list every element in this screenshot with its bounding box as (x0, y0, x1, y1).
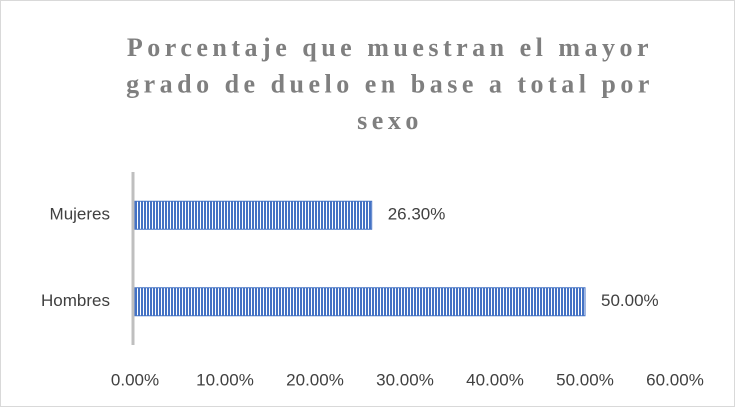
x-tick-label: 30.00% (376, 370, 434, 389)
x-tick-label: 20.00% (286, 370, 344, 389)
x-tick-label: 60.00% (646, 370, 704, 389)
x-tick-label: 40.00% (466, 370, 524, 389)
y-tick-label: Mujeres (50, 205, 110, 224)
data-label: 26.30% (388, 205, 446, 224)
bar (134, 200, 373, 230)
x-tick-label: 0.00% (111, 370, 159, 389)
chart-title: Porcentaje que muestran el mayor grado de… (126, 33, 654, 135)
x-tick-label: 10.00% (196, 370, 254, 389)
data-label: 50.00% (601, 291, 659, 310)
y-tick-label: Hombres (41, 291, 110, 310)
bar (134, 287, 586, 317)
x-tick-label: 50.00% (556, 370, 614, 389)
